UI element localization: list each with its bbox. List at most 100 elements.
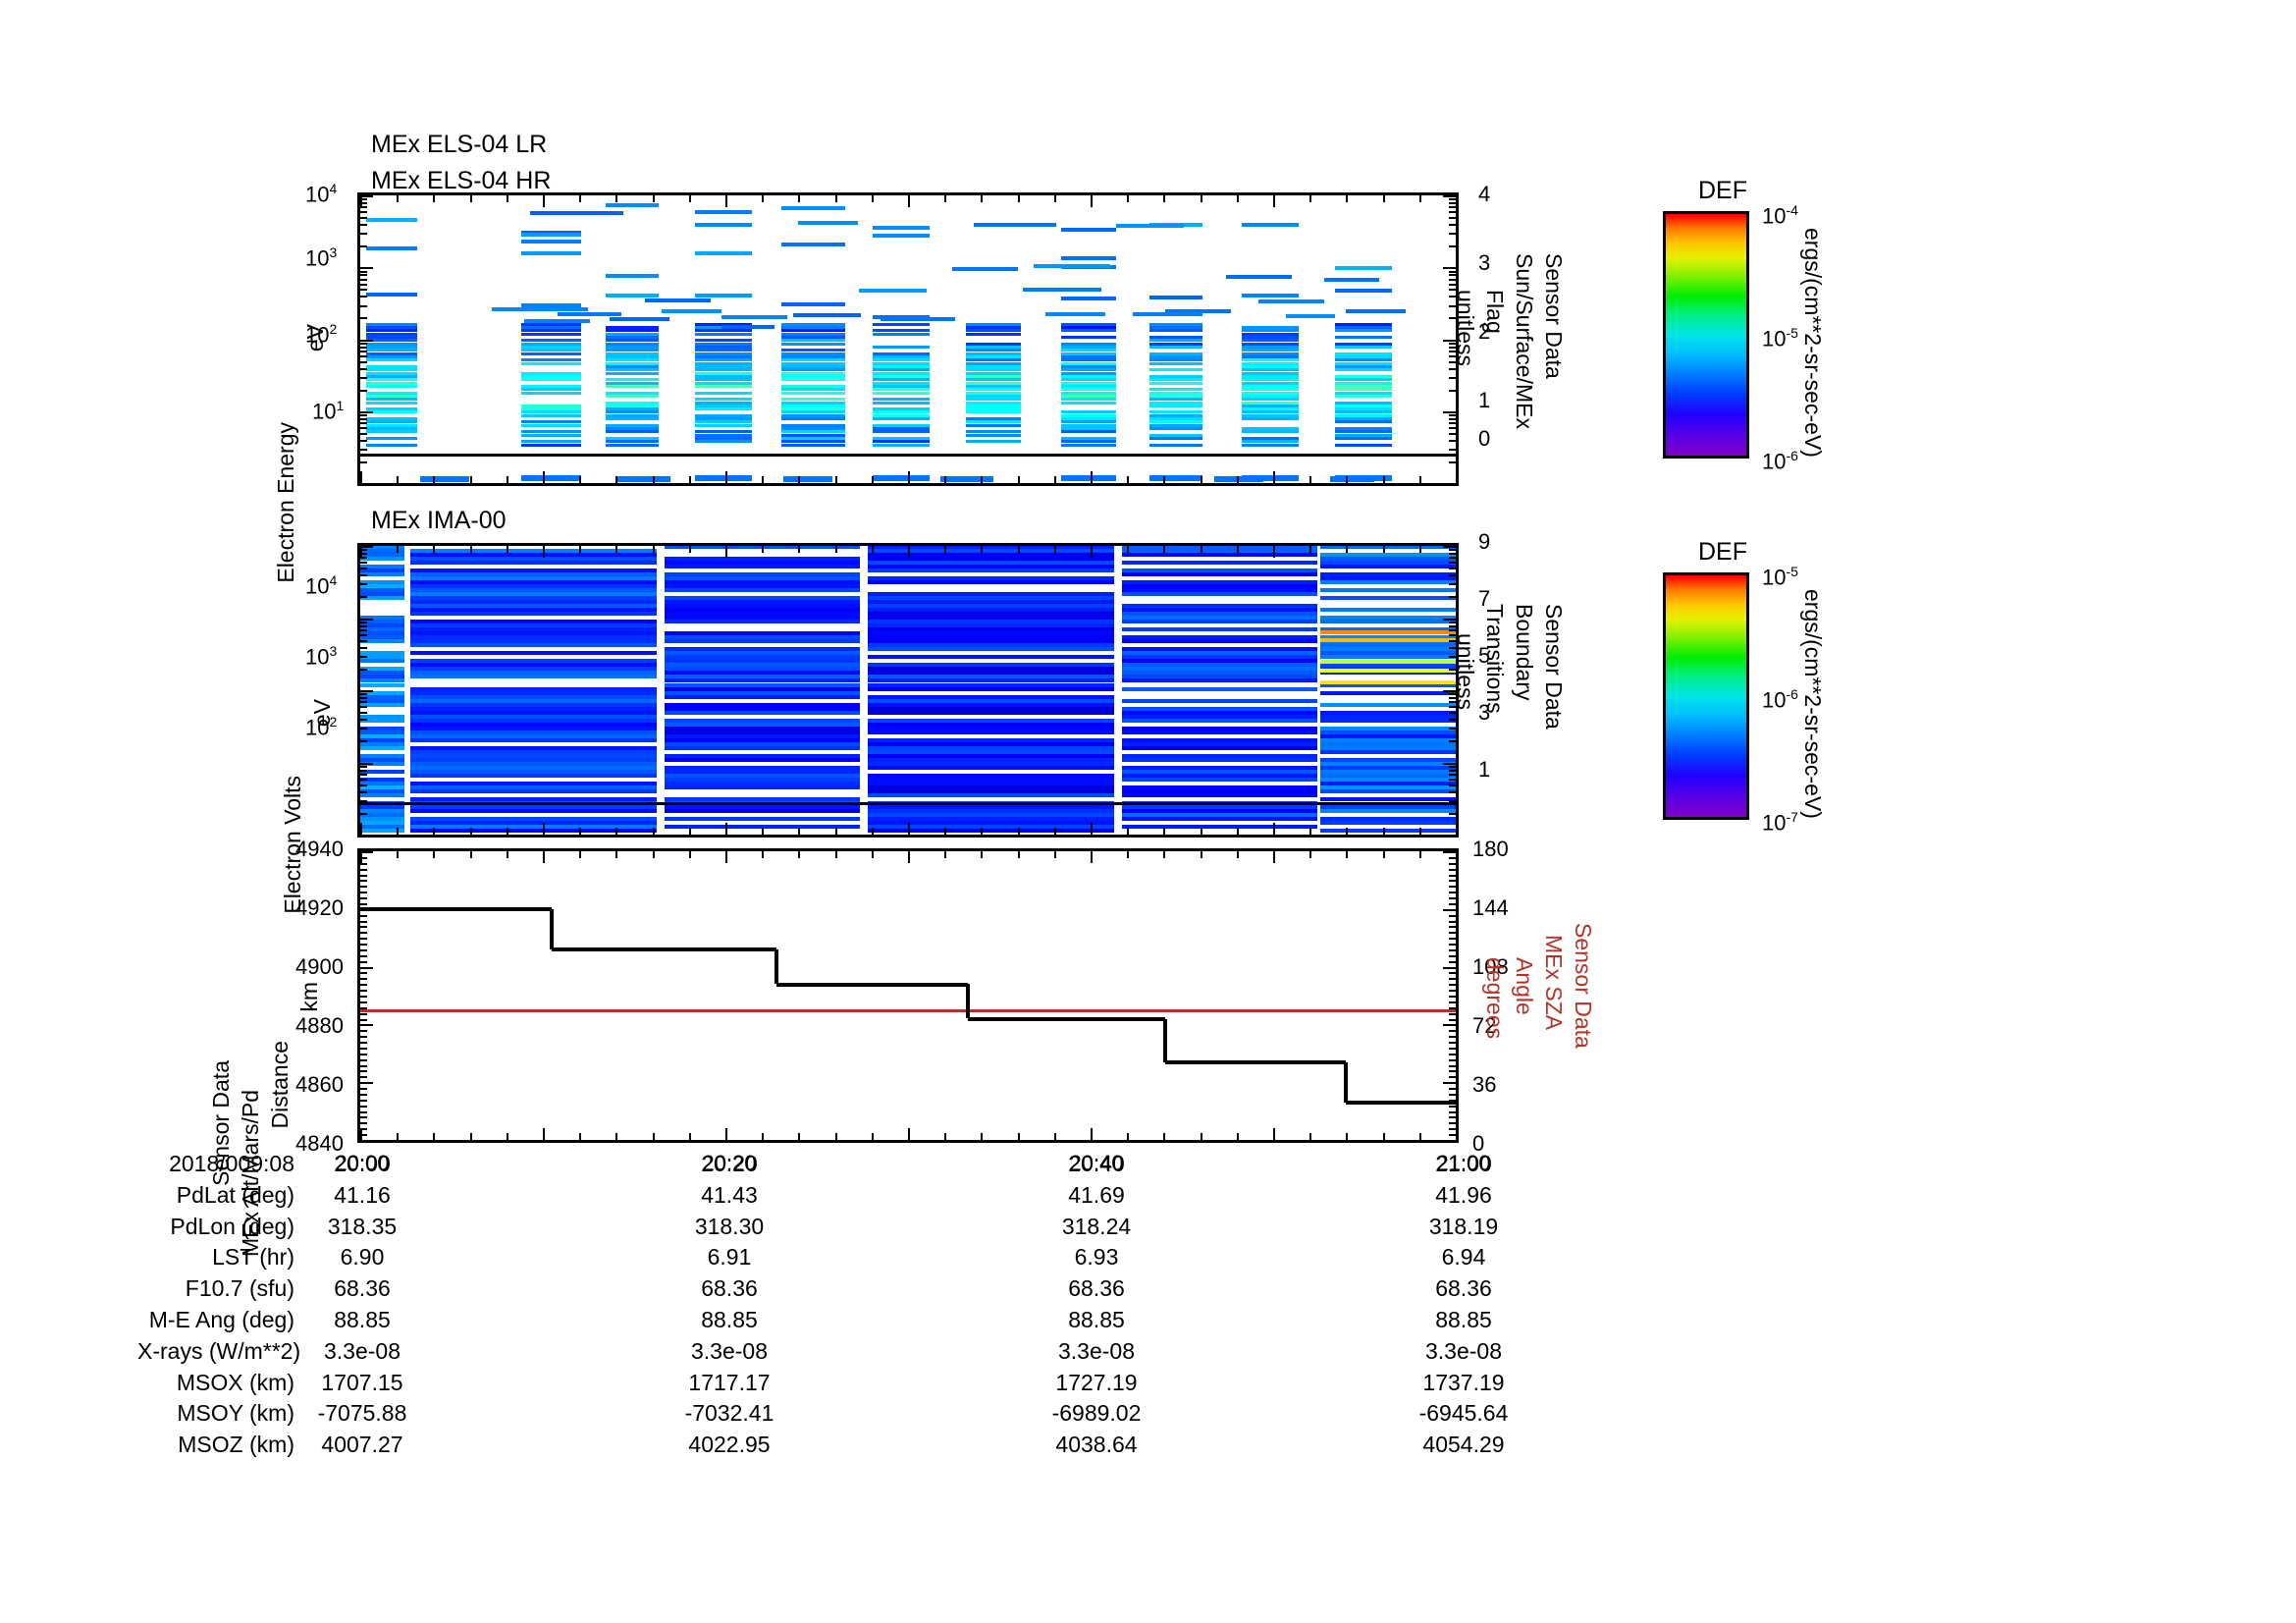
spectrogram-cell — [781, 424, 845, 427]
spectrogram-cell — [1335, 343, 1392, 346]
spectrogram-cell — [665, 655, 860, 659]
spectrogram-cell — [781, 206, 845, 210]
spectrogram-cell — [781, 410, 845, 413]
spectrogram-cell — [665, 671, 860, 675]
spectrogram-cell — [1122, 770, 1317, 774]
table-row-label: X-rays (W/m**2) — [137, 1338, 301, 1364]
spectrogram-cell — [1320, 572, 1456, 576]
spectrogram-cell — [1320, 738, 1456, 742]
spectrogram-cell — [1242, 388, 1299, 391]
spectrogram-cell — [695, 417, 752, 420]
spectrogram-cell — [966, 343, 1021, 346]
spectrogram-cell — [366, 392, 417, 395]
spectrogram-cell — [1061, 417, 1116, 420]
spectrogram-cell — [873, 392, 930, 395]
altitude-line-segment — [1344, 1062, 1348, 1103]
spectrogram-cell — [868, 789, 1114, 793]
spectrogram-cell — [695, 402, 752, 405]
panel2-y-right-label-4: unitless — [1453, 633, 1478, 710]
panel1-ytick-1e3: 103 — [305, 244, 338, 271]
spectrogram-cell — [1149, 424, 1202, 427]
spectrogram-cell — [781, 329, 845, 332]
spectrogram-cell — [366, 430, 417, 433]
spectrogram-cell — [1122, 655, 1317, 659]
spectrogram-cell — [665, 612, 860, 616]
spectrogram-cell — [366, 375, 417, 378]
spectrogram-cell — [360, 742, 404, 746]
spectrogram-cell — [1061, 349, 1116, 352]
spectrogram-cell — [521, 378, 581, 381]
spectrogram-cell — [1149, 395, 1202, 398]
spectrogram-cell — [966, 329, 1021, 332]
spectrogram-cell — [695, 365, 752, 368]
colorbar1-tick-mid: 10-5 — [1762, 325, 1798, 352]
spectrogram-cell — [521, 343, 581, 346]
spectrogram-cell — [868, 635, 1114, 639]
spectrogram-cell — [1149, 475, 1202, 481]
spectrogram-cell — [366, 329, 417, 332]
spectrogram-cell — [606, 444, 659, 447]
panel-ima-spectrogram[interactable] — [357, 543, 1459, 838]
table-cell: 3.3e-08 — [690, 1338, 768, 1364]
spectrogram-cell — [606, 339, 659, 342]
spectrogram-cell — [366, 444, 417, 447]
spectrogram-cell — [1061, 392, 1116, 395]
spectrogram-cell — [410, 608, 657, 612]
spectrogram-cell — [781, 343, 845, 346]
spectrogram-cell — [360, 719, 404, 723]
spectrogram-cell — [868, 793, 1114, 797]
spectrogram-cell — [665, 608, 860, 612]
spectrogram-cell — [1320, 546, 1456, 549]
spectrogram-cell — [606, 402, 659, 405]
spectrogram-cell — [410, 659, 657, 663]
colorbar2-tick-mid: 10-6 — [1762, 686, 1798, 713]
spectrogram-cell — [798, 221, 858, 225]
table-cell: 6.91 — [707, 1244, 752, 1270]
spectrogram-cell — [868, 671, 1114, 675]
spectrogram-cell — [1122, 647, 1317, 651]
spectrogram-cell — [665, 584, 860, 588]
spectrogram-cell — [410, 553, 657, 557]
spectrogram-cell — [1330, 476, 1374, 482]
spectrogram-cell — [1320, 766, 1456, 770]
spectrogram-cell — [873, 440, 930, 443]
panel1-y-left-label-line1: Electron Energy — [273, 422, 298, 583]
spectrogram-cell — [781, 444, 845, 447]
spectrogram-cell — [360, 623, 404, 627]
panel2-rtick-5: 5 — [1478, 643, 1491, 668]
spectrogram-cell — [1242, 378, 1299, 381]
spectrogram-cell — [1061, 362, 1116, 365]
spectrogram-cell — [1335, 323, 1392, 326]
table-cell: 4038.64 — [1055, 1432, 1138, 1457]
spectrogram-cell — [1122, 742, 1317, 746]
spectrogram-cell — [1149, 444, 1202, 447]
spectrogram-cell — [360, 778, 404, 782]
spectrogram-cell — [1149, 414, 1202, 417]
spectrogram-cell — [410, 695, 657, 699]
spectrogram-cell — [1242, 395, 1299, 398]
spectrogram-cell — [1335, 329, 1392, 332]
spectrogram-cell — [558, 312, 621, 316]
spectrogram-cell — [1320, 643, 1456, 647]
spectrogram-cell — [366, 336, 417, 339]
spectrogram-cell — [366, 358, 417, 361]
spectrogram-cell — [360, 659, 404, 663]
spectrogram-cell — [1122, 785, 1317, 789]
spectrogram-cell — [360, 825, 404, 829]
spectrogram-cell — [521, 233, 581, 237]
spectrogram-cell — [1122, 699, 1317, 703]
spectrogram-cell — [665, 730, 860, 734]
spectrogram-cell — [1122, 546, 1317, 549]
spectrogram-cell — [873, 437, 930, 440]
spectrogram-cell — [868, 565, 1114, 568]
spectrogram-cell — [873, 427, 930, 430]
table-cell: 88.85 — [334, 1307, 391, 1332]
xtick-2100: 21:00 — [1436, 1151, 1491, 1175]
panel-els-spectrogram[interactable] — [357, 192, 1459, 486]
spectrogram-cell — [410, 604, 657, 608]
panel-altitude-sza[interactable] — [357, 848, 1459, 1143]
spectrogram-cell — [521, 375, 581, 378]
spectrogram-cell — [1214, 476, 1263, 482]
spectrogram-cell — [366, 343, 417, 346]
spectrogram-cell — [410, 623, 657, 627]
